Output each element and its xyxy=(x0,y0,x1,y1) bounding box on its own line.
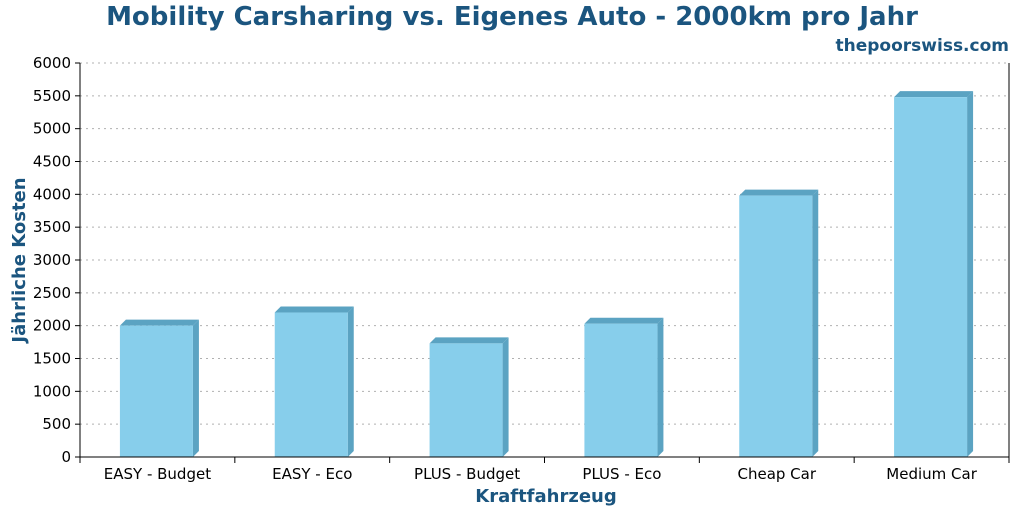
bar-side xyxy=(812,189,819,457)
x-tick-label: PLUS - Budget xyxy=(414,465,520,483)
y-tick-label: 1500 xyxy=(33,350,71,368)
y-tick-label: 4000 xyxy=(33,185,71,203)
bar-side xyxy=(502,337,509,457)
bar-front xyxy=(894,97,968,457)
bar xyxy=(894,91,974,457)
y-tick-label: 6000 xyxy=(33,54,71,72)
bar-top xyxy=(894,91,974,98)
bar-top xyxy=(429,337,509,344)
y-axis-label: Jährliche Kosten xyxy=(9,177,30,344)
y-tick-label: 2000 xyxy=(33,317,71,335)
bar-front xyxy=(584,323,658,457)
x-ticks: EASY - Budget EASY - Eco PLUS - Budget PLUS… xyxy=(79,457,1010,483)
x-tick-label: PLUS - Eco xyxy=(582,465,661,483)
y-tick-label: 0 xyxy=(61,448,71,466)
bar-front xyxy=(119,325,193,457)
bar-side xyxy=(657,317,664,457)
chart-title: Mobility Carsharing vs. Eigenes Auto - 2… xyxy=(106,2,918,32)
x-tick-label: EASY - Eco xyxy=(272,465,352,483)
grid-lines xyxy=(80,62,1009,425)
y-tick-label: 3000 xyxy=(33,251,71,269)
x-tick-label: Medium Car xyxy=(886,465,977,483)
y-tick-label: 1000 xyxy=(33,382,71,400)
y-tick-label: 3500 xyxy=(33,218,71,236)
bar-front xyxy=(429,343,503,457)
y-tick-label: 5500 xyxy=(33,87,71,105)
y-tick-label: 5000 xyxy=(33,120,71,138)
bar-top xyxy=(739,189,819,196)
y-ticks: 0 500 1000 1500 2000 2500 3000 3500 4000 4500 5000… xyxy=(33,54,80,466)
x-tick-label: EASY - Budget xyxy=(104,465,211,483)
bar-front xyxy=(274,312,348,457)
bars-group xyxy=(119,91,974,457)
y-tick-label: 2500 xyxy=(33,284,71,302)
x-tick-label: Cheap Car xyxy=(737,465,816,483)
bar xyxy=(274,306,354,457)
bar-top xyxy=(274,306,354,313)
bar xyxy=(429,337,509,457)
y-tick-label: 500 xyxy=(42,415,71,433)
bar-side xyxy=(347,306,354,457)
bar xyxy=(739,189,819,457)
bar-front xyxy=(739,195,813,457)
bar-side xyxy=(967,91,974,457)
x-axis-label: Kraftfahrzeug xyxy=(475,486,616,507)
y-tick-label: 4500 xyxy=(33,153,71,171)
bar-top xyxy=(584,317,664,324)
bar-side xyxy=(192,319,199,457)
bar xyxy=(584,317,664,457)
bar-top xyxy=(119,319,199,326)
source-label: thepoorswiss.com xyxy=(836,36,1010,56)
bar xyxy=(119,319,199,457)
